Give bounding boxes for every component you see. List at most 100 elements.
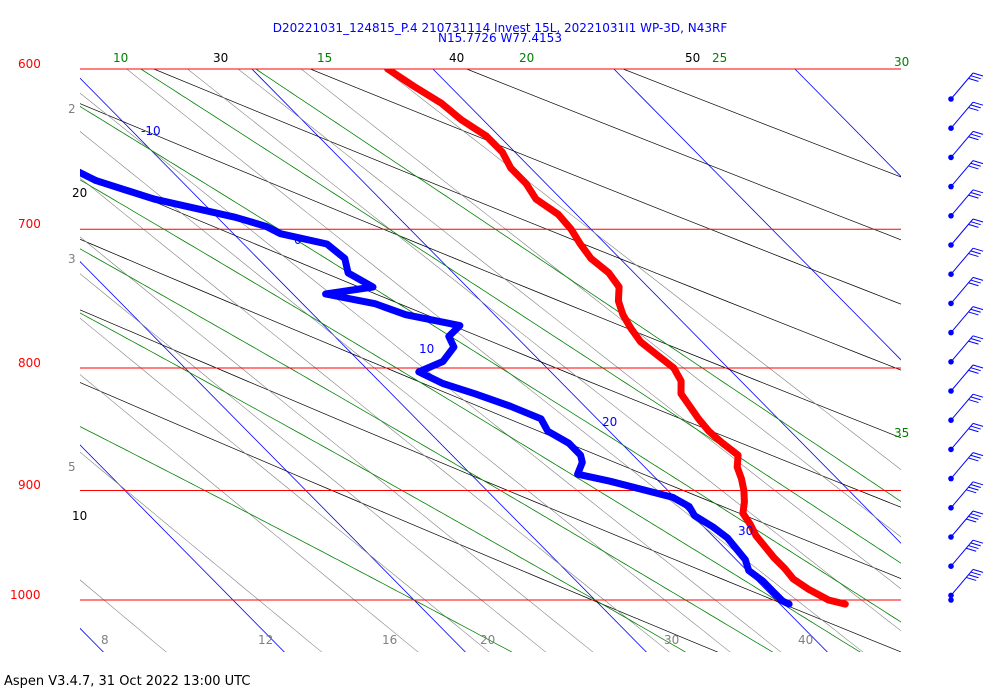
wind-barb-staff	[950, 277, 974, 304]
wind-barb-flag	[972, 568, 984, 573]
wind-barb-flag	[970, 483, 981, 488]
wind-barb-flag	[970, 337, 981, 342]
mixing-ratio-line	[80, 236, 594, 652]
moist-adiabat-line	[80, 312, 687, 652]
wind-barb	[948, 393, 984, 424]
wind-barb-flag	[968, 165, 979, 170]
isotherm-line	[432, 69, 901, 544]
wind-barb-flag	[972, 160, 984, 165]
wind-barb-staff	[950, 452, 974, 479]
wind-barb	[948, 72, 984, 102]
wind-barb-staff	[950, 160, 974, 187]
dry-adiabat-label: 20	[72, 186, 87, 200]
dry-adiabat-line	[152, 69, 901, 371]
mixing-ratio-line	[80, 273, 547, 652]
mixing-ratio-line	[80, 92, 782, 652]
wind-barb-flag	[970, 75, 981, 80]
wind-barb	[948, 189, 984, 219]
wind-barb-flag	[968, 428, 979, 433]
pressure-label: 900	[18, 478, 41, 492]
dry-adiabat-line	[80, 382, 719, 652]
wind-barb	[948, 539, 984, 569]
wind-barb-flag	[968, 545, 979, 550]
wind-barb-flag	[972, 130, 984, 135]
wind-barb-staff	[950, 247, 974, 275]
dry-adiabat-line	[465, 69, 901, 241]
wind-barb-staff	[950, 218, 974, 246]
temperature-profile-line	[384, 69, 849, 608]
wind-barb-flag	[966, 489, 977, 494]
mixing-ratio-label: 3	[68, 252, 76, 266]
wind-barbs	[948, 72, 984, 603]
dry-adiabat-line	[622, 69, 901, 178]
dry-adiabat-label: 10	[72, 509, 87, 523]
isotherm-label: 30	[738, 524, 753, 538]
wind-barb	[948, 568, 984, 599]
mixing-ratio-line	[80, 451, 323, 652]
chart-subtitle: N15.7726 W77.4153	[438, 31, 562, 45]
mixing-ratio-line	[80, 374, 419, 652]
dry-adiabat-line	[80, 103, 901, 439]
grid-lines	[80, 69, 901, 652]
wind-barb-flag	[968, 282, 979, 287]
mixing-ratio-label: 5	[68, 460, 76, 474]
wind-barb-flag	[970, 250, 981, 255]
wind-barb-flag	[972, 247, 984, 252]
dry-adiabat-label: 40	[449, 51, 464, 65]
isotherm-line	[251, 69, 828, 652]
wind-barb-flag	[972, 72, 984, 77]
wind-barb-flag	[966, 547, 977, 552]
wind-barb-staff	[950, 72, 974, 100]
wind-barb-flag	[972, 510, 984, 515]
wind-barb-flag	[970, 221, 981, 226]
wind-barb	[948, 247, 984, 278]
moist-adiabat-label: 30	[894, 55, 909, 69]
bottom-label: 30	[664, 633, 679, 647]
wind-barb-flag	[968, 311, 979, 316]
moist-adiabat-line	[80, 105, 901, 623]
wind-barb-staff	[950, 335, 974, 363]
wind-barb-flag	[972, 335, 984, 340]
wind-barb-flag	[968, 369, 979, 374]
wind-barb-flag	[968, 340, 979, 345]
isotherm-label: 10	[419, 342, 434, 356]
wind-barb-flag	[972, 189, 984, 194]
wind-barb-flag	[972, 306, 984, 311]
dry-adiabat-label: 50	[685, 51, 700, 65]
mixing-ratio-line	[126, 69, 864, 652]
wind-barb	[948, 335, 984, 365]
mixing-ratio-line	[237, 69, 901, 590]
dry-adiabat-line	[309, 69, 901, 305]
wind-barb-flag	[970, 279, 981, 284]
wind-barb-dot	[948, 597, 954, 603]
wind-barb-staff	[950, 189, 974, 217]
isotherm-line	[80, 444, 285, 652]
moist-adiabat-label: 15	[317, 51, 332, 65]
moist-adiabat-line	[80, 426, 513, 652]
isotherm-line	[80, 261, 466, 652]
wind-barb-flag	[972, 422, 984, 427]
bottom-label: 20	[480, 633, 495, 647]
wind-barb-flag	[968, 77, 979, 82]
wind-barb-staff	[950, 539, 974, 567]
wind-barb-flag	[970, 542, 981, 547]
dry-adiabat-line	[80, 238, 901, 579]
bottom-label: 12	[258, 633, 273, 647]
wind-barb-staff	[950, 510, 974, 538]
wind-barb-flag	[968, 107, 979, 112]
dry-adiabat-line	[80, 309, 901, 652]
isotherm-line	[794, 69, 901, 178]
isotherm-label: -10	[141, 124, 161, 138]
pressure-label: 600	[18, 57, 41, 71]
isotherm-label: 20	[602, 415, 617, 429]
wind-barb-flag	[972, 481, 984, 486]
moist-adiabat-line	[80, 248, 774, 652]
moist-adiabat-label: 25	[712, 51, 727, 65]
mixing-ratio-line	[80, 131, 731, 652]
mixing-ratio-line	[300, 69, 901, 538]
wind-barb-staff	[950, 481, 974, 509]
moist-adiabat-line	[255, 69, 901, 503]
wind-barb	[948, 101, 984, 131]
wind-barb-flag	[968, 253, 979, 258]
